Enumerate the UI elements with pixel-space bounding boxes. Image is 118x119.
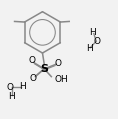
Text: H: H xyxy=(86,44,93,53)
Text: H: H xyxy=(89,28,96,37)
Text: O: O xyxy=(6,83,14,92)
Text: O: O xyxy=(30,74,37,82)
Text: H: H xyxy=(19,82,26,91)
Text: S: S xyxy=(40,64,48,74)
Text: O: O xyxy=(28,56,35,65)
Text: O: O xyxy=(94,37,101,46)
Text: OH: OH xyxy=(54,75,68,84)
Text: O: O xyxy=(55,59,62,68)
Text: H: H xyxy=(8,92,15,101)
